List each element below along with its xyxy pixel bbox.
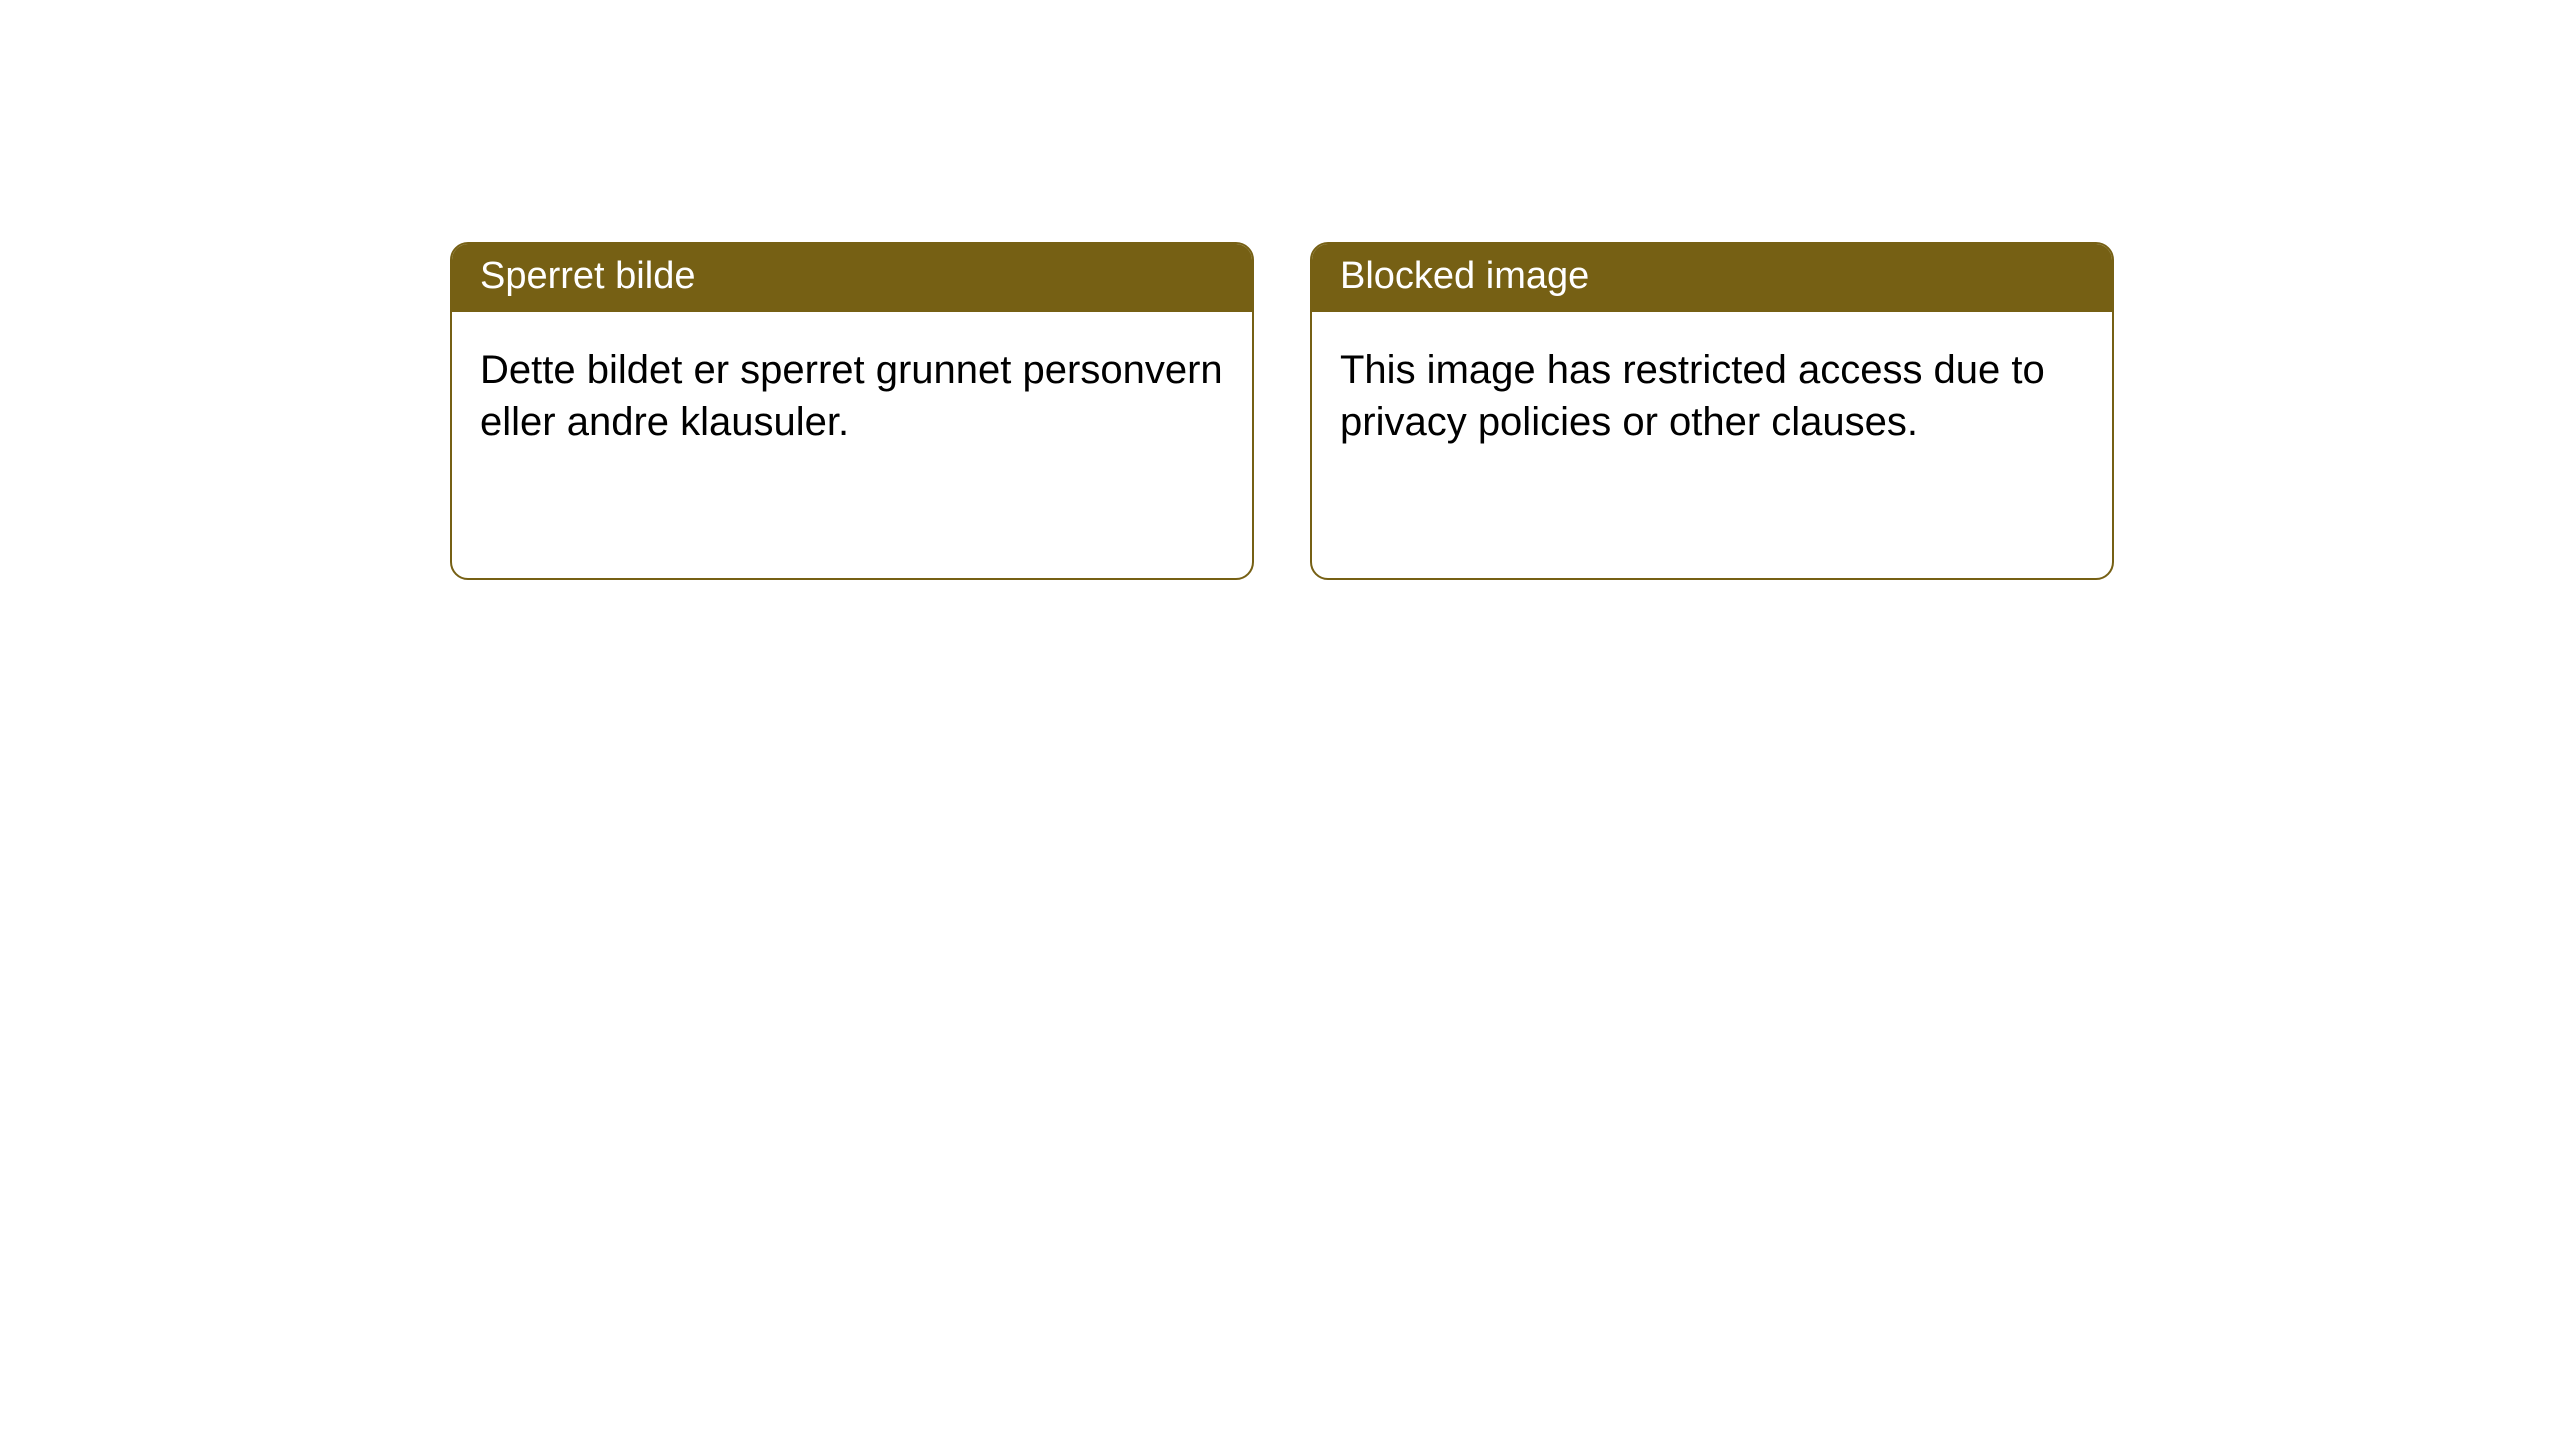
notice-cards-container: Sperret bilde Dette bildet er sperret gr… — [0, 0, 2560, 580]
notice-card-norwegian: Sperret bilde Dette bildet er sperret gr… — [450, 242, 1254, 580]
notice-card-body: This image has restricted access due to … — [1312, 312, 2112, 478]
notice-card-header: Blocked image — [1312, 244, 2112, 312]
notice-card-body: Dette bildet er sperret grunnet personve… — [452, 312, 1252, 478]
notice-card-header: Sperret bilde — [452, 244, 1252, 312]
notice-card-english: Blocked image This image has restricted … — [1310, 242, 2114, 580]
